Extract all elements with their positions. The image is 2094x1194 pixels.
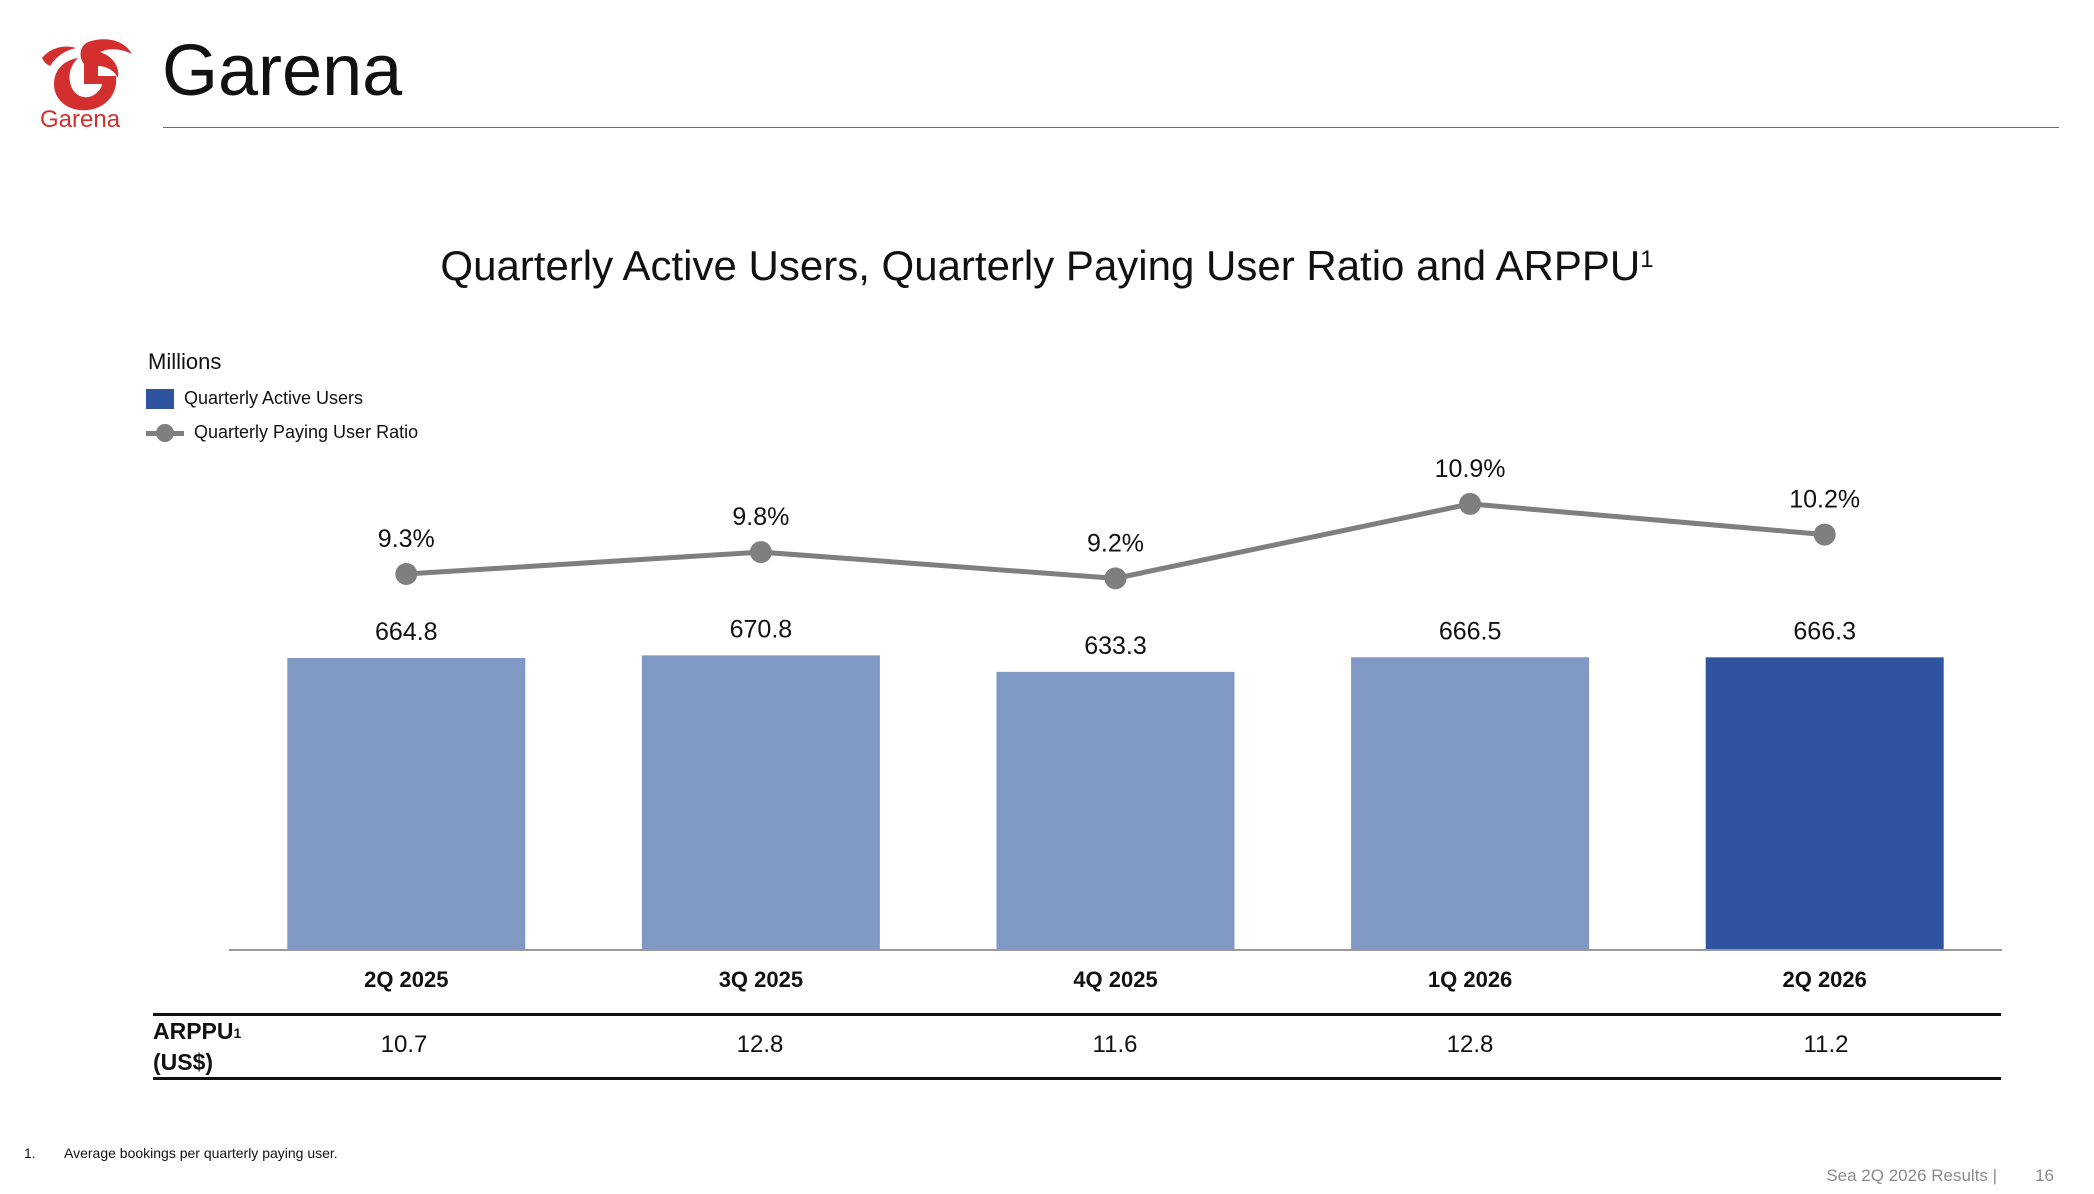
logo-wordmark: Garena: [40, 106, 121, 133]
paying-ratio-point: [395, 563, 418, 585]
arppu-table-bottom-rule: [153, 1077, 2001, 1080]
arppu-value-1q2026: 12.8: [1446, 1031, 1494, 1058]
chart-title-superscript: 1: [1640, 246, 1654, 273]
arppu-table-top-rule: [153, 1013, 2001, 1016]
footnote: 1. Average bookings per quarterly paying…: [24, 1145, 338, 1161]
paying-ratio-label: 9.8%: [732, 503, 789, 531]
garena-logo-icon: [42, 39, 132, 111]
page-number: 16: [2035, 1166, 2054, 1185]
paying-ratio-point: [1459, 492, 1482, 515]
x-tick-label: 1Q 2026: [1428, 967, 1512, 992]
arppu-value-4q2025: 11.6: [1092, 1031, 1138, 1058]
paying-ratio-label: 10.9%: [1435, 455, 1506, 483]
paying-ratio-point: [1813, 523, 1836, 546]
x-tick-label: 4Q 2025: [1073, 967, 1157, 992]
bar-2q-2025: [287, 658, 526, 950]
legend-bar-swatch: [146, 388, 174, 409]
bar-2q-2026: [1705, 657, 1944, 950]
paying-ratio-label: 9.2%: [1087, 529, 1144, 557]
footer-source: Sea 2Q 2026 Results |: [1826, 1166, 1998, 1185]
bar-value-label: 670.8: [730, 615, 793, 643]
paying-ratio-label: 10.2%: [1789, 486, 1860, 514]
page-title: Garena: [162, 31, 403, 111]
bar-value-label: 633.3: [1084, 632, 1147, 660]
bar-3q-2025: [641, 655, 880, 950]
x-tick-label: 2Q 2026: [1782, 967, 1866, 992]
bar-4q-2025: [996, 671, 1235, 950]
paying-ratio-point: [1104, 567, 1127, 590]
arppu-value-3q2025: 12.8: [736, 1031, 784, 1058]
legend-item-active-users: Quarterly Active Users: [146, 388, 363, 409]
arppu-value-2q2026: 11.2: [1803, 1031, 1849, 1058]
arppu-label-superscript: 1: [233, 1025, 242, 1041]
legend-line-swatch: [146, 423, 184, 443]
bar-value-label: 666.3: [1793, 617, 1856, 645]
units-label: Millions: [148, 349, 222, 374]
x-tick-label: 2Q 2025: [364, 967, 448, 992]
arppu-label-text: ARPPU: [153, 1018, 234, 1044]
legend-item-paying-ratio: Quarterly Paying User Ratio: [146, 422, 418, 443]
legend-label-paying-ratio: Quarterly Paying User Ratio: [194, 422, 419, 442]
arppu-label-unit: (US$): [153, 1049, 214, 1075]
chart-title-text: Quarterly Active Users, Quarterly Paying…: [440, 242, 1641, 289]
bar-value-label: 666.5: [1439, 617, 1502, 645]
bar-1q-2026: [1351, 657, 1590, 950]
page-footer: Sea 2Q 2026 Results | 16: [1826, 1166, 2054, 1186]
paying-ratio-label: 9.3%: [378, 525, 435, 553]
arppu-row-label: ARPPU1 (US$): [153, 1016, 241, 1078]
bar-value-label: 664.8: [375, 618, 438, 646]
legend-label-active-users: Quarterly Active Users: [184, 388, 364, 408]
arppu-value-2q2025: 10.7: [380, 1031, 428, 1058]
x-tick-label: 3Q 2025: [719, 967, 803, 992]
footnote-text: Average bookings per quarterly paying us…: [64, 1145, 338, 1161]
header-divider: [163, 127, 2059, 128]
paying-ratio-point: [749, 541, 772, 564]
footnote-number: 1.: [24, 1145, 36, 1161]
chart-title: Quarterly Active Users, Quarterly Paying…: [0, 242, 2094, 290]
